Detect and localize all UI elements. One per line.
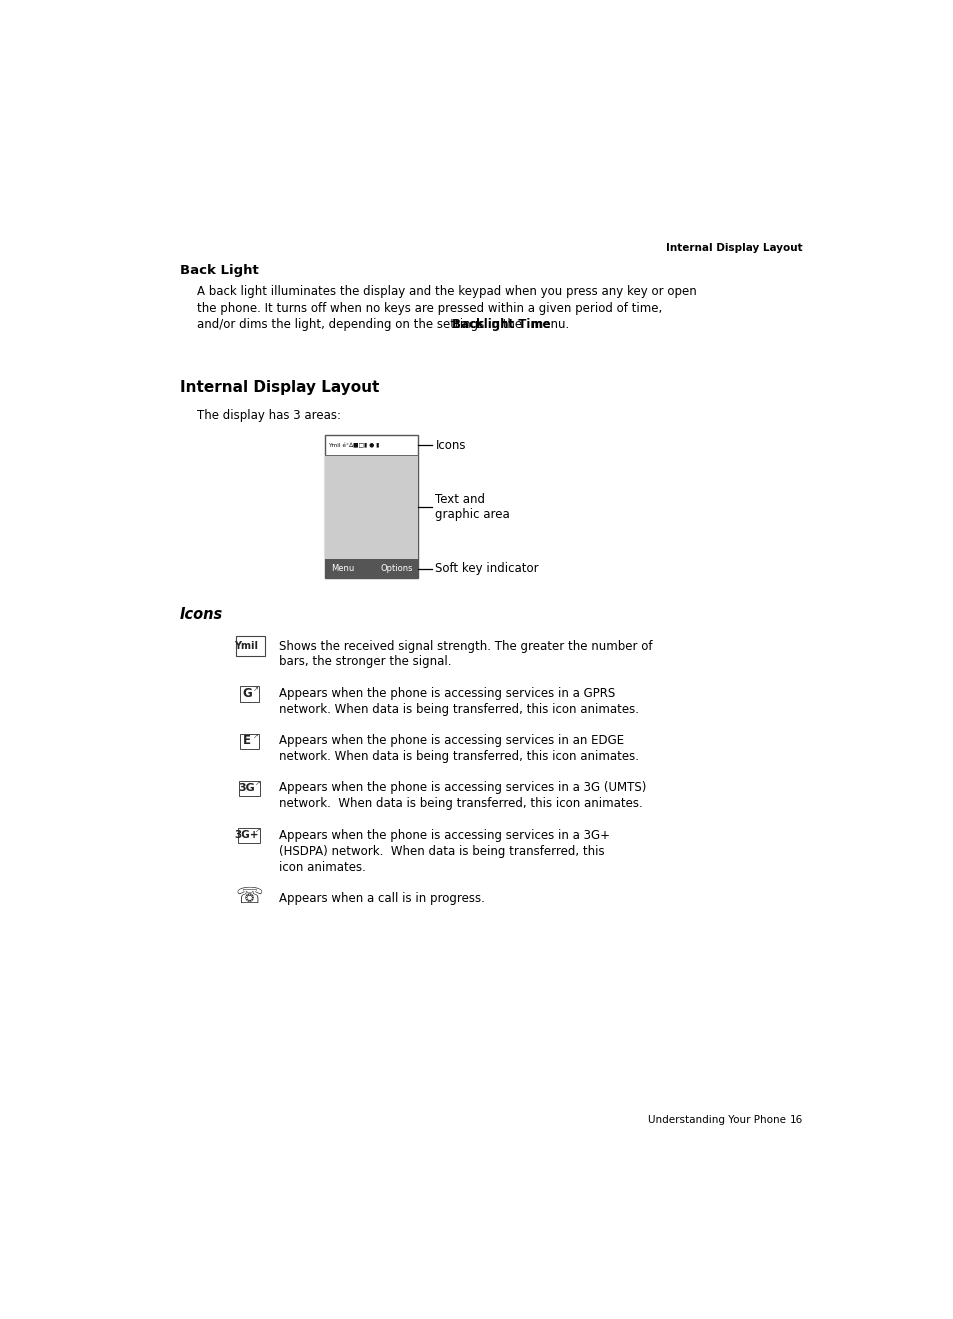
Text: network.  When data is being transferred, this icon animates.: network. When data is being transferred,… <box>278 797 642 810</box>
Text: G: G <box>242 687 252 700</box>
Text: ↗: ↗ <box>253 686 258 691</box>
Text: ↗: ↗ <box>254 780 260 786</box>
Text: The display has 3 areas:: The display has 3 areas: <box>196 409 340 422</box>
Text: Icons: Icons <box>435 439 465 451</box>
Text: Text and
graphic area: Text and graphic area <box>435 493 510 521</box>
Text: network. When data is being transferred, this icon animates.: network. When data is being transferred,… <box>278 751 639 762</box>
Text: 3G+: 3G+ <box>234 831 258 840</box>
Text: Icons: Icons <box>179 607 223 623</box>
Text: (HSDPA) network.  When data is being transferred, this: (HSDPA) network. When data is being tran… <box>278 844 604 857</box>
Text: ↗: ↗ <box>254 827 260 834</box>
Text: Appears when the phone is accessing services in a 3G (UMTS): Appears when the phone is accessing serv… <box>278 781 645 794</box>
Bar <box>238 781 259 797</box>
Text: and/or dims the light, depending on the settings in the: and/or dims the light, depending on the … <box>196 318 525 331</box>
Bar <box>235 636 265 656</box>
Text: and/or dims the light, depending on the settings in the: and/or dims the light, depending on the … <box>196 318 525 331</box>
Text: Options: Options <box>380 565 413 574</box>
Text: Ymil: Ymil <box>233 641 257 652</box>
Text: Backlight Time: Backlight Time <box>451 318 550 331</box>
Text: E: E <box>243 735 251 748</box>
Text: icon animates.: icon animates. <box>278 860 365 873</box>
Text: Ymil é°∆■□▮ ● ▮: Ymil é°∆■□▮ ● ▮ <box>328 442 378 447</box>
Bar <box>324 455 417 559</box>
Text: the phone. It turns off when no keys are pressed within a given period of time,: the phone. It turns off when no keys are… <box>196 302 661 315</box>
Bar <box>237 828 260 843</box>
Bar <box>239 686 259 702</box>
Text: Internal Display Layout: Internal Display Layout <box>179 380 378 394</box>
Text: menu.: menu. <box>527 318 569 331</box>
Text: network. When data is being transferred, this icon animates.: network. When data is being transferred,… <box>278 703 639 716</box>
Text: 16: 16 <box>789 1115 802 1125</box>
Text: Appears when the phone is accessing services in a GPRS: Appears when the phone is accessing serv… <box>278 687 615 700</box>
Text: Menu: Menu <box>331 565 354 574</box>
Text: Back Light: Back Light <box>179 264 258 277</box>
Bar <box>239 733 259 749</box>
Text: Soft key indicator: Soft key indicator <box>435 562 538 575</box>
Text: bars, the stronger the signal.: bars, the stronger the signal. <box>278 656 451 669</box>
Text: ☏: ☏ <box>235 888 263 907</box>
Text: Shows the received signal strength. The greater the number of: Shows the received signal strength. The … <box>278 640 652 653</box>
Text: A back light illuminates the display and the keypad when you press any key or op: A back light illuminates the display and… <box>196 285 696 298</box>
Text: Appears when the phone is accessing services in an EDGE: Appears when the phone is accessing serv… <box>278 735 623 747</box>
Text: Appears when a call is in progress.: Appears when a call is in progress. <box>278 892 484 905</box>
Text: ↗: ↗ <box>253 733 258 739</box>
Text: 3G: 3G <box>238 783 255 793</box>
Text: Appears when the phone is accessing services in a 3G+: Appears when the phone is accessing serv… <box>278 828 609 842</box>
Bar <box>324 559 417 578</box>
Text: Understanding Your Phone: Understanding Your Phone <box>647 1115 785 1125</box>
Text: Internal Display Layout: Internal Display Layout <box>665 243 802 253</box>
Bar <box>324 435 417 578</box>
